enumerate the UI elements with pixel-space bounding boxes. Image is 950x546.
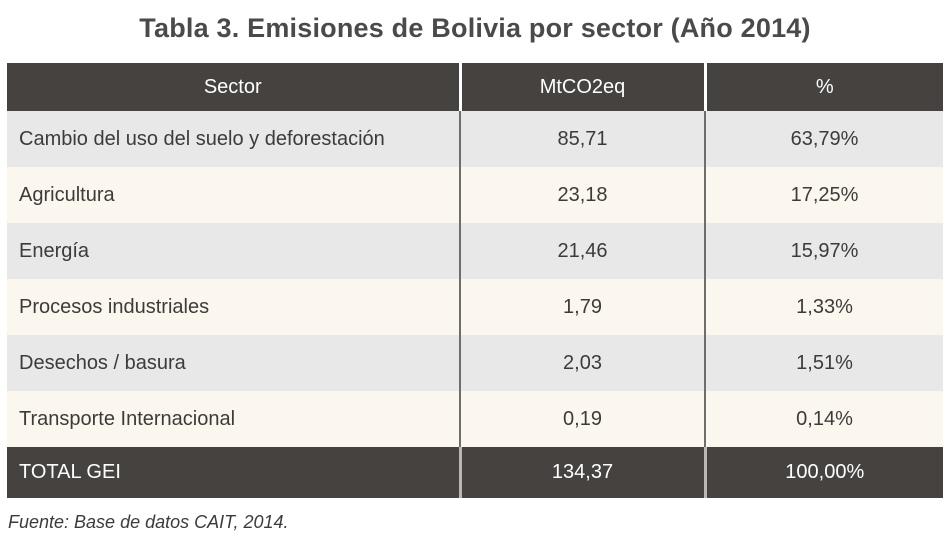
sector-cell: Agricultura xyxy=(7,167,460,223)
table-row: Cambio del uso del suelo y deforestación… xyxy=(7,111,943,167)
sector-cell: Energía xyxy=(7,223,460,279)
table-row: Transporte Internacional 0,19 0,14% xyxy=(7,391,943,447)
percent-cell: 1,33% xyxy=(704,279,943,335)
sector-cell: Procesos industriales xyxy=(7,279,460,335)
sector-cell: Cambio del uso del suelo y deforestación xyxy=(7,111,460,167)
source-note: Fuente: Base de datos CAIT, 2014. xyxy=(8,512,289,532)
table-row: Desechos / basura 2,03 1,51% xyxy=(7,335,943,391)
emissions-table: Sector MtCO2eq % Cambio del uso del suel… xyxy=(7,63,943,498)
header-cell-percent: % xyxy=(703,63,943,111)
percent-cell: 63,79% xyxy=(704,111,943,167)
percent-cell: 15,97% xyxy=(704,223,943,279)
mtco2eq-cell: 0,19 xyxy=(459,391,705,447)
mtco2eq-cell: 1,79 xyxy=(459,279,705,335)
mtco2eq-cell: 21,46 xyxy=(459,223,705,279)
mtco2eq-cell: 23,18 xyxy=(459,167,705,223)
header-cell-sector: Sector xyxy=(7,63,460,111)
total-mtco2eq-cell: 134,37 xyxy=(458,447,705,498)
table-title: Tabla 3. Emisiones de Bolivia por sector… xyxy=(139,13,811,43)
percent-cell: 0,14% xyxy=(704,391,943,447)
total-percent-cell: 100,00% xyxy=(703,447,943,498)
sector-cell: Desechos / basura xyxy=(7,335,460,391)
table-row: Procesos industriales 1,79 1,33% xyxy=(7,279,943,335)
table-row: Energía 21,46 15,97% xyxy=(7,223,943,279)
table-header-row: Sector MtCO2eq % xyxy=(7,63,943,111)
table-total-row: TOTAL GEI 134,37 100,00% xyxy=(7,447,943,498)
table-row: Agricultura 23,18 17,25% xyxy=(7,167,943,223)
total-label-cell: TOTAL GEI xyxy=(7,447,460,498)
mtco2eq-cell: 2,03 xyxy=(459,335,705,391)
percent-cell: 1,51% xyxy=(704,335,943,391)
mtco2eq-cell: 85,71 xyxy=(459,111,705,167)
percent-cell: 17,25% xyxy=(704,167,943,223)
sector-cell: Transporte Internacional xyxy=(7,391,460,447)
header-cell-mtco2eq: MtCO2eq xyxy=(458,63,705,111)
